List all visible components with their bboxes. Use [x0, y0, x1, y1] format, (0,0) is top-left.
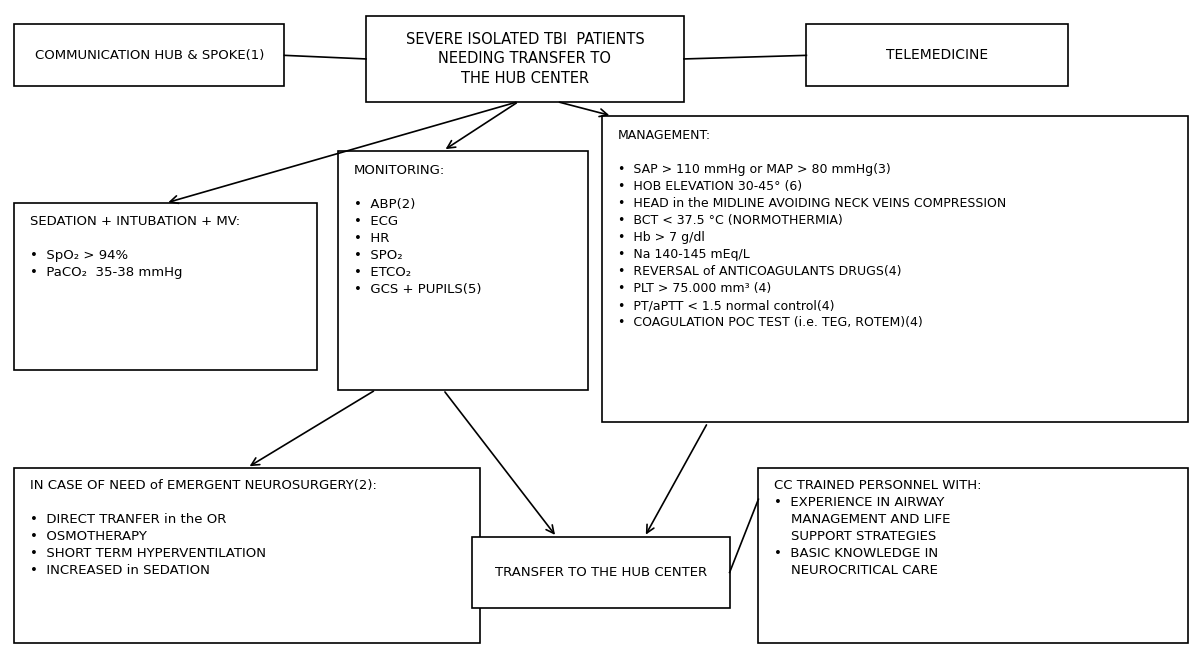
Bar — [338, 151, 588, 390]
Text: SEDATION + INTUBATION + MV:

•  SpO₂ > 94%
•  PaCO₂  35-38 mmHg: SEDATION + INTUBATION + MV: • SpO₂ > 94%… — [30, 215, 240, 279]
Text: IN CASE OF NEED of EMERGENT NEUROSURGERY(2):

•  DIRECT TRANFER in the OR
•  OSM: IN CASE OF NEED of EMERGENT NEUROSURGERY… — [30, 479, 377, 578]
Bar — [472, 537, 730, 608]
Text: TRANSFER TO THE HUB CENTER: TRANSFER TO THE HUB CENTER — [494, 566, 707, 579]
Text: COMMUNICATION HUB & SPOKE(1): COMMUNICATION HUB & SPOKE(1) — [35, 49, 264, 62]
Text: CC TRAINED PERSONNEL WITH:
•  EXPERIENCE IN AIRWAY
    MANAGEMENT AND LIFE
    S: CC TRAINED PERSONNEL WITH: • EXPERIENCE … — [774, 479, 982, 578]
Bar — [806, 24, 1068, 86]
Text: MANAGEMENT:

•  SAP > 110 mmHg or MAP > 80 mmHg(3)
•  HOB ELEVATION 30-45° (6)
•: MANAGEMENT: • SAP > 110 mmHg or MAP > 80… — [618, 129, 1007, 329]
Text: MONITORING:

•  ABP(2)
•  ECG
•  HR
•  SPO₂
•  ETCO₂
•  GCS + PUPILS(5): MONITORING: • ABP(2) • ECG • HR • SPO₂ •… — [354, 164, 481, 296]
Bar — [758, 468, 1188, 643]
Bar — [14, 24, 284, 86]
Bar — [14, 203, 317, 370]
Text: TELEMEDICINE: TELEMEDICINE — [886, 48, 989, 62]
Text: SEVERE ISOLATED TBI  PATIENTS
NEEDING TRANSFER TO
THE HUB CENTER: SEVERE ISOLATED TBI PATIENTS NEEDING TRA… — [406, 31, 644, 86]
Bar — [14, 468, 480, 643]
Bar — [602, 116, 1188, 422]
Bar — [366, 16, 684, 102]
